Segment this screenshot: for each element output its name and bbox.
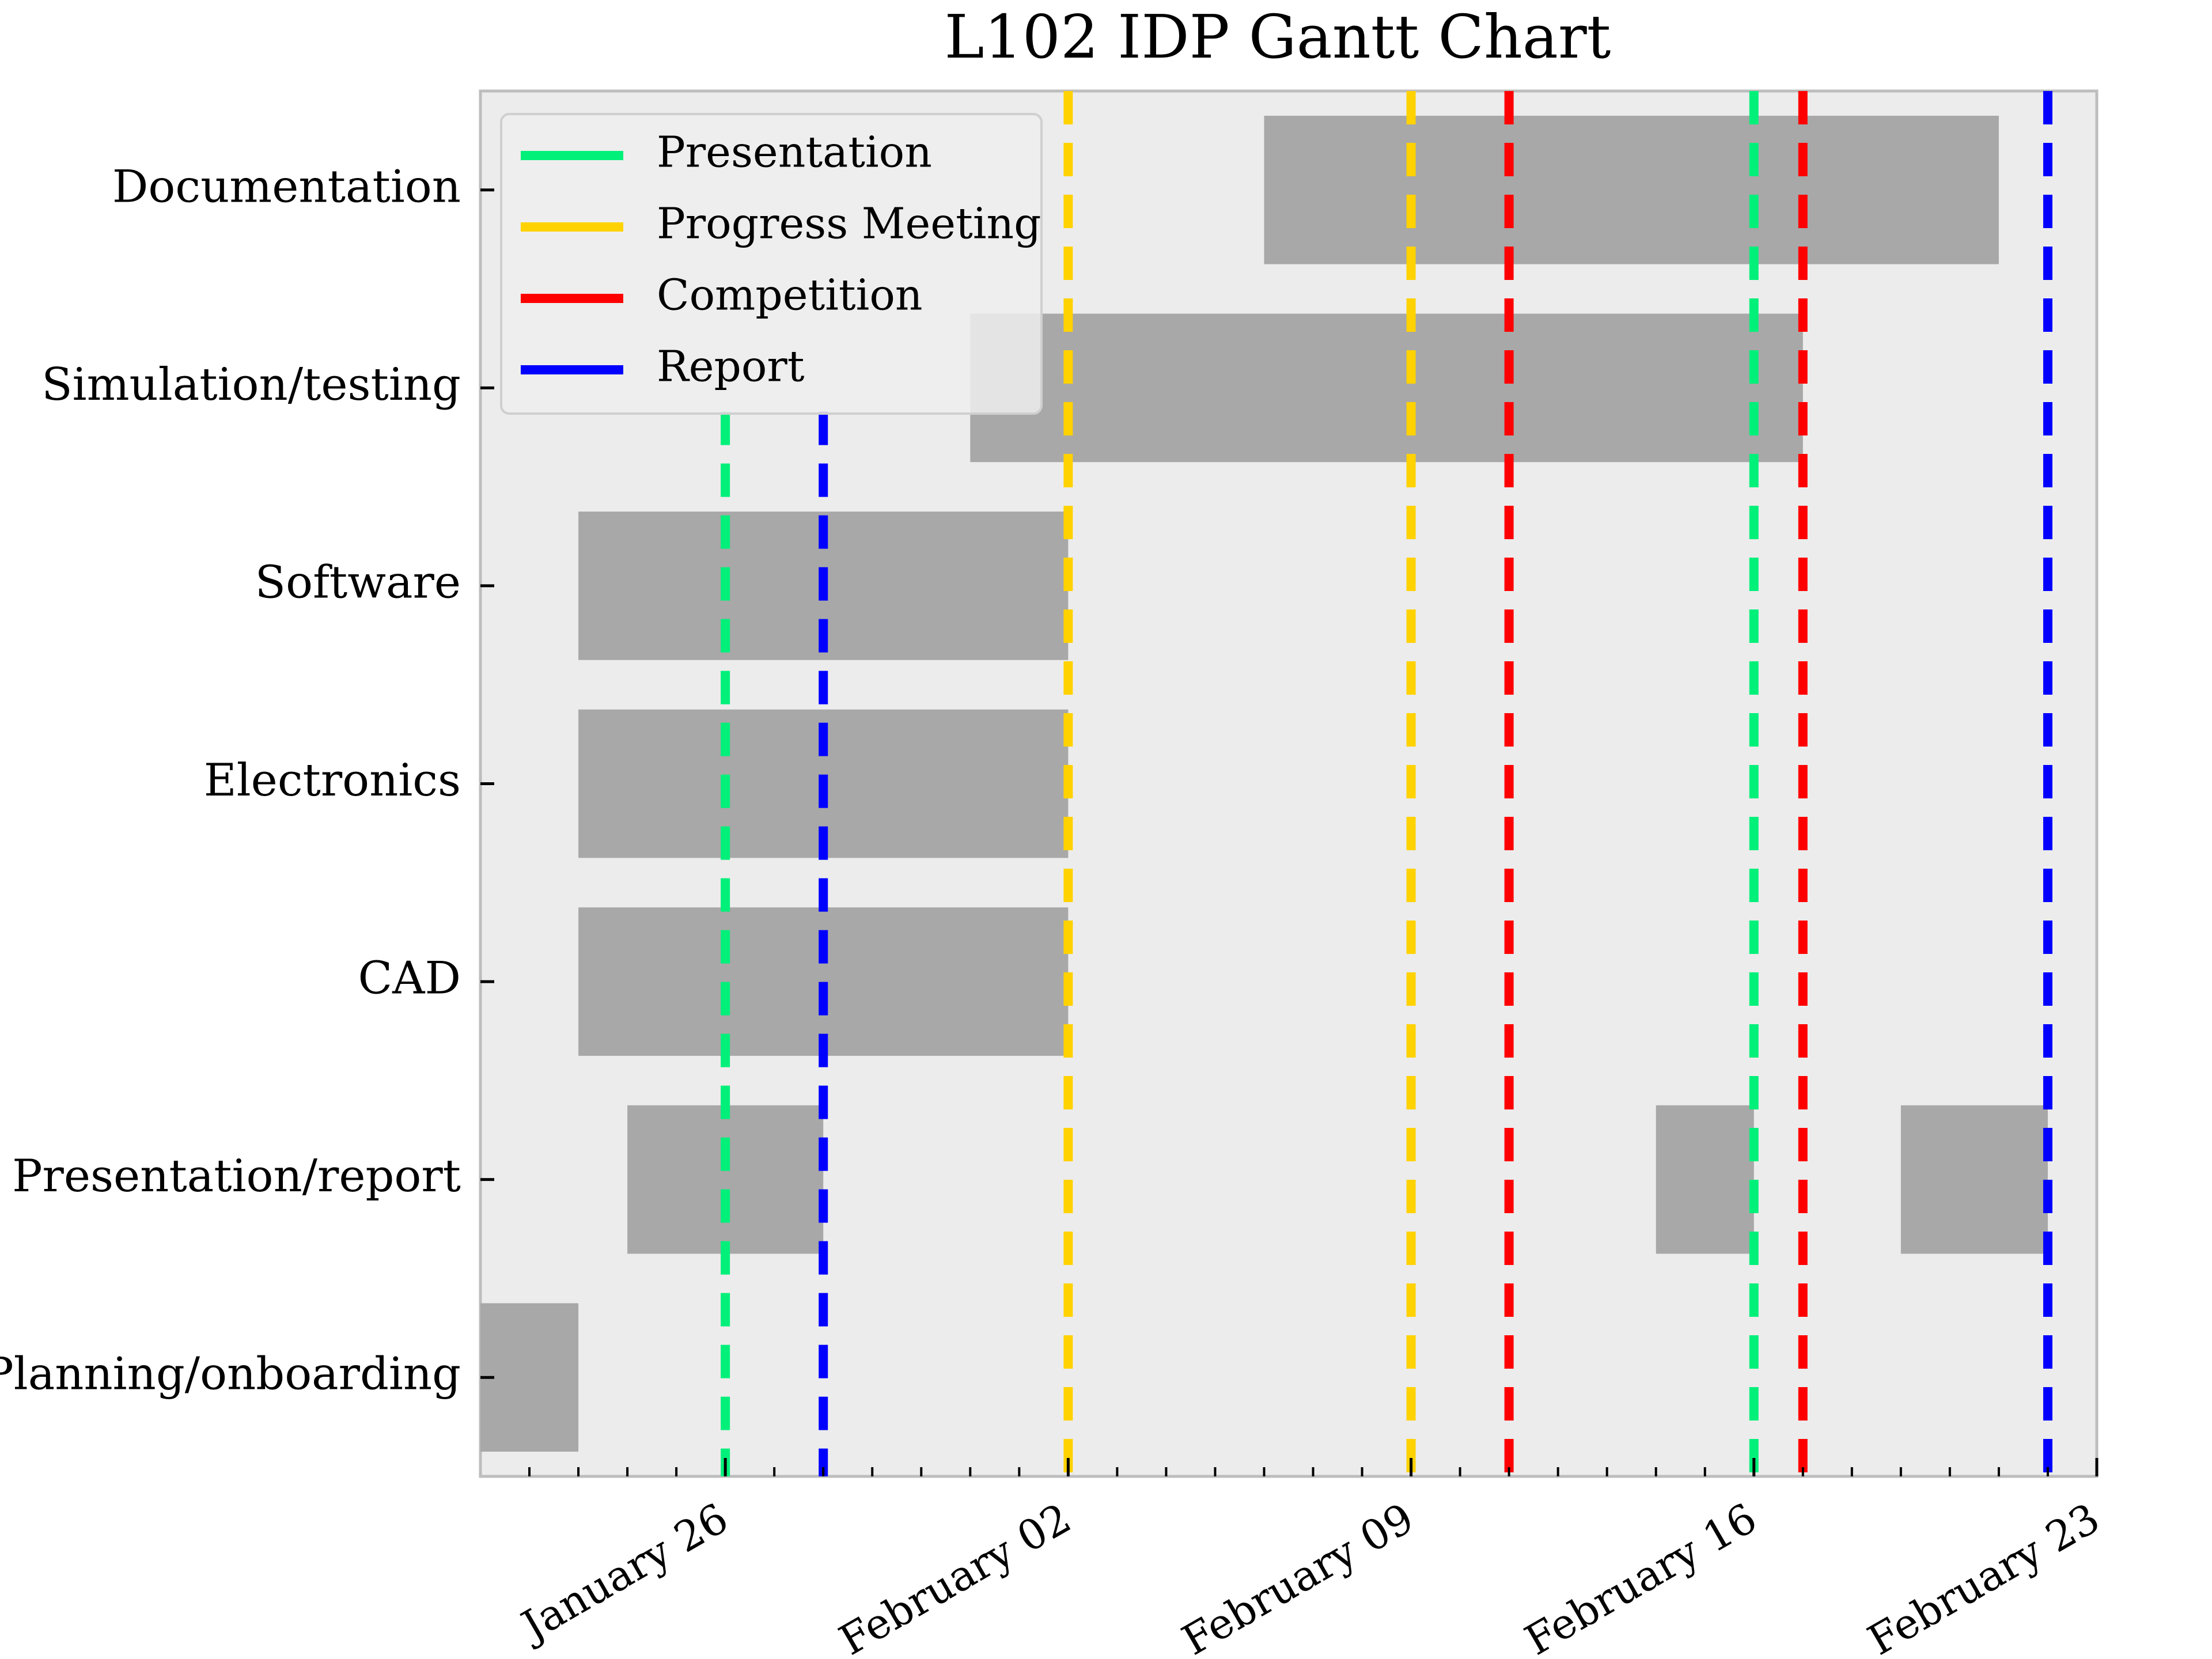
y-tick-label: Planning/onboarding: [0, 1349, 461, 1400]
y-tick-label: Documentation: [112, 161, 461, 213]
legend-label: Presentation: [657, 127, 932, 177]
milestone-lines: [721, 91, 2052, 1476]
chart-title: L102 IDP Gantt Chart: [945, 2, 1611, 72]
task-bar: [1900, 1105, 2048, 1254]
legend-label: Competition: [657, 270, 923, 320]
x-tick-label: February 09: [1174, 1494, 1422, 1659]
y-axis: Documentation Simulation/testing Software E…: [0, 161, 494, 1400]
task-bar: [627, 1105, 824, 1254]
task-bar: [480, 1303, 579, 1452]
task-bar: [970, 313, 1803, 463]
x-tick-label: February 23: [1859, 1494, 2107, 1659]
y-tick-label: CAD: [358, 953, 461, 1005]
task-bar: [578, 907, 1069, 1056]
legend-box: [500, 113, 1043, 415]
legend-label: Progress Meeting: [657, 199, 1041, 248]
x-tick-label: February 02: [831, 1494, 1079, 1659]
y-tick-label: Software: [255, 556, 461, 608]
y-tick-label: Presentation/report: [12, 1150, 461, 1202]
y-tick-label: Simulation/testing: [41, 359, 461, 411]
x-tick-label: January 26: [510, 1494, 736, 1652]
y-tick-label: Electronics: [204, 755, 461, 806]
legend: Presentation Progress Meeting Competition R…: [500, 113, 1043, 415]
task-bar: [1264, 115, 1999, 264]
x-tick-label: February 16: [1517, 1494, 1764, 1659]
x-axis: January 26 February 02 February 09 February…: [510, 1458, 2108, 1659]
task-bar: [1656, 1105, 1754, 1254]
legend-label: Report: [657, 342, 805, 391]
